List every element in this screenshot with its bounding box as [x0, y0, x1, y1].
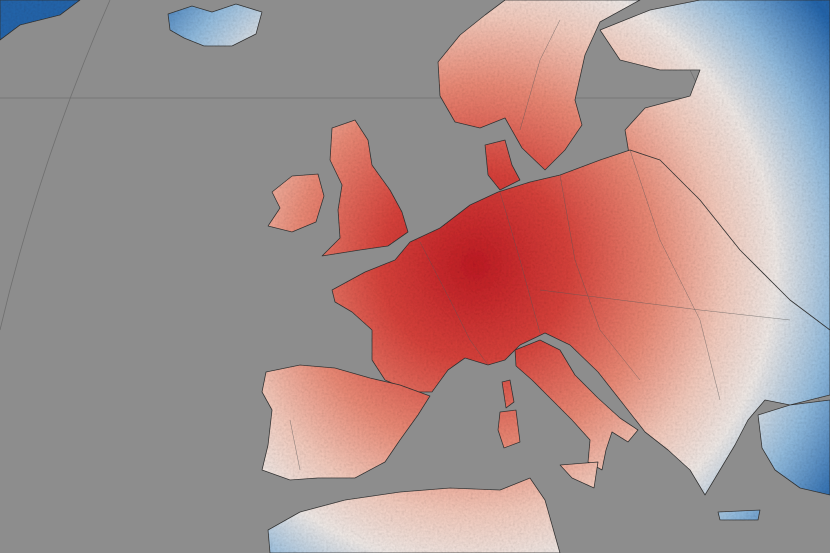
border	[289, 419, 301, 471]
ireland	[267, 173, 325, 233]
iberia	[261, 364, 431, 481]
great-britain	[321, 119, 409, 257]
sicily	[559, 461, 599, 489]
italy	[514, 339, 639, 471]
greenland-edge	[0, 0, 81, 41]
border	[629, 149, 721, 401]
denmark	[484, 139, 521, 191]
continent	[331, 149, 830, 496]
border	[539, 289, 791, 321]
border	[419, 241, 489, 366]
border	[559, 174, 641, 381]
turkey	[757, 399, 830, 496]
north-africa	[267, 477, 561, 553]
corsica	[501, 379, 515, 409]
meridian	[0, 0, 111, 331]
country-borders	[289, 19, 791, 471]
crete	[717, 509, 761, 521]
border	[499, 191, 541, 334]
border	[519, 19, 561, 131]
sardinia	[497, 409, 521, 449]
iceland	[167, 3, 263, 47]
scandinavia	[437, 0, 641, 171]
